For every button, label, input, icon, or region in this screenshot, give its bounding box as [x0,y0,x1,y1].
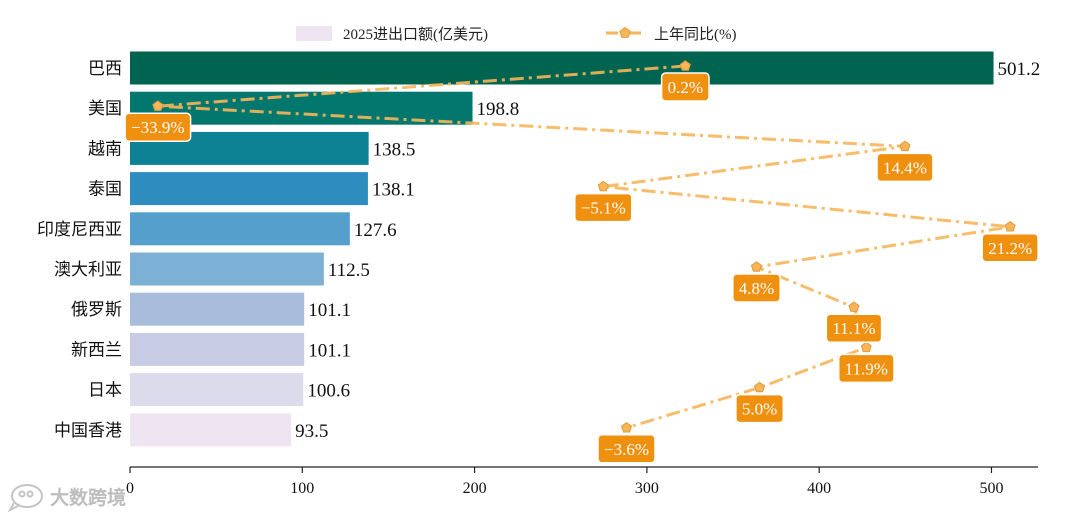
x-tick-label: 300 [635,480,659,497]
category-label: 越南 [88,139,122,159]
growth-label-text: 11.9% [845,359,888,378]
bar-value-label: 101.1 [308,340,351,361]
watermark-logo-icon [7,484,43,513]
bar-value-label: 112.5 [328,260,370,281]
growth-label-text: 4.8% [739,279,774,298]
bar-value-label: 198.8 [477,99,520,120]
growth-label-text: 5.0% [742,400,777,419]
growth-marker [597,180,609,192]
category-label: 巴西 [88,59,122,79]
bar-value-label: 100.6 [307,381,350,402]
growth-data-label: 11.1% [825,313,883,343]
growth-label-text: 11.1% [832,319,875,338]
growth-label-box [837,353,895,384]
x-tick-label: 500 [979,480,1003,497]
growth-line-layer: 0.2%−33.9%14.4%−5.1%21.2%4.8%11.1%11.9%5… [124,60,1039,464]
growth-data-label: −33.9% [124,112,192,142]
growth-line [157,64,1011,430]
growth-label-text: −33.9% [131,118,185,137]
category-label: 澳大利亚 [54,260,122,280]
legend: 2025进出口额(亿美元) 上年同比(%) [296,26,737,43]
category-label: 日本 [88,381,122,401]
legend-bar-swatch [296,26,332,41]
bar-value-label: 93.5 [295,421,328,442]
x-tick-label: 200 [463,480,487,497]
bar-value-label: 127.6 [354,220,397,241]
growth-label-box [735,393,785,424]
bar [130,172,368,206]
growth-marker [152,100,164,111]
growth-label-box [660,72,710,102]
category-label: 中国香港 [54,421,122,441]
growth-data-label: 14.4% [876,152,934,183]
bar [130,332,305,366]
bar [130,413,292,447]
bar-value-label: 138.5 [373,139,416,160]
category-label: 俄罗斯 [71,300,122,320]
growth-data-label: 5.0% [735,393,785,424]
growth-label-box [574,192,633,223]
growth-label-box [124,112,192,142]
bar-value-labels: 501.2 198.8 138.5 138.1 127.6 112.5 101.1 101.1… [295,59,1040,442]
growth-data-label: −3.6% [597,434,656,464]
growth-marker [621,421,633,433]
growth-data-label: 11.9% [837,353,895,384]
growth-marker [848,301,860,312]
growth-label-box [876,152,934,183]
bar [130,51,994,85]
bar [130,252,324,286]
growth-label-box [825,313,883,343]
legend-line-marker [619,26,631,38]
bar [130,212,350,246]
growth-label-box [597,434,656,464]
bars-layer [130,51,994,447]
growth-marker [1004,220,1016,232]
legend-line-label: 上年同比(%) [654,26,737,43]
x-axis: 0 100 200 300 400 500 [126,466,1038,497]
category-label: 泰国 [88,180,122,200]
growth-label-text: 14.4% [883,158,927,177]
x-tick-label: 0 [126,480,134,497]
legend-bar-label: 2025进出口额(亿美元) [343,26,488,43]
bar-value-label: 138.1 [372,180,415,201]
growth-data-label: 4.8% [732,273,781,303]
category-label: 新西兰 [71,340,122,360]
bar-value-label: 101.1 [308,300,351,321]
bar [130,373,304,407]
x-tick-label: 100 [290,480,314,497]
growth-data-label: −5.1% [574,192,633,223]
bar [130,292,305,326]
growth-label-box [732,273,781,303]
growth-label-text: 0.2% [668,78,703,97]
growth-data-label: 0.2% [660,72,710,102]
growth-marker [754,381,766,393]
bar-value-label: 501.2 [998,59,1041,80]
x-tick-label: 400 [807,480,831,497]
growth-label-text: −5.1% [581,199,626,218]
growth-data-label: 21.2% [981,233,1039,263]
growth-label-text: −3.6% [604,440,649,459]
growth-label-box [981,233,1039,263]
growth-marker [750,261,762,272]
watermark: 大数跨境 [7,484,126,513]
growth-marker [899,140,911,152]
growth-marker [679,60,691,71]
category-label: 美国 [88,99,122,119]
growth-label-text: 21.2% [988,239,1032,258]
growth-marker [860,341,872,353]
category-label: 印度尼西亚 [37,220,122,240]
watermark-text: 大数跨境 [50,486,126,509]
